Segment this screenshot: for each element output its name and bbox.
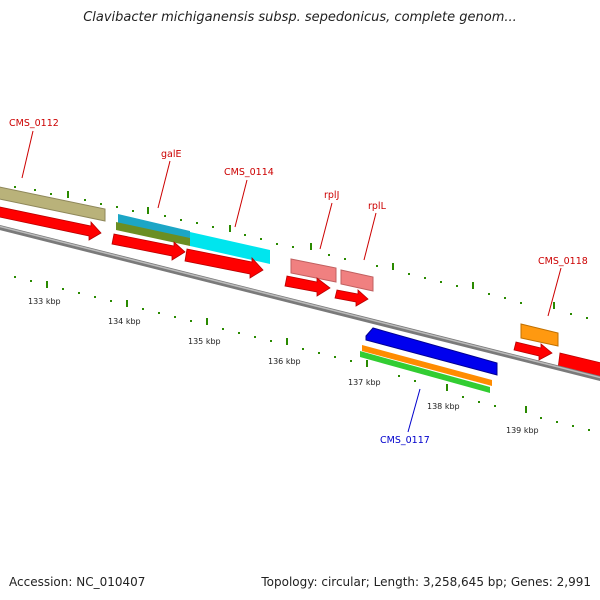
upper-gene-tracks[interactable]	[0, 185, 559, 347]
kbp-label: 134 kbp	[108, 317, 141, 326]
leader-lines	[21, 130, 562, 433]
gene-block-cms0112	[0, 186, 106, 222]
kbp-labels: 133 kbp 134 kbp 135 kbp 136 kbp 137 kbp …	[28, 297, 539, 435]
gene-block-gale-olive	[116, 222, 190, 246]
gene-block-blue	[365, 327, 498, 376]
kbp-label: 135 kbp	[188, 337, 221, 346]
gene-block-cms0117-green	[360, 351, 490, 393]
kbp-label: 137 kbp	[348, 378, 381, 387]
gene-label-cms0118: CMS_0118	[538, 256, 588, 267]
arrow-2	[111, 233, 186, 261]
arrow-6	[513, 341, 553, 361]
kbp-label: 139 kbp	[506, 426, 539, 435]
arrow-1	[0, 206, 102, 241]
gene-block-cms0114	[190, 232, 270, 264]
upper-tick-row	[14, 186, 588, 319]
arrow-7	[557, 352, 600, 380]
gene-label-rplj: rplJ	[324, 190, 339, 201]
gene-block-rpll	[340, 269, 374, 292]
lower-major-ticks	[46, 281, 527, 413]
accession-text: Accession: NC_010407	[9, 575, 146, 589]
gene-labels: CMS_0112 galE CMS_0114 rplJ rplL CMS_011…	[9, 118, 588, 446]
gene-label-gale: galE	[161, 149, 182, 160]
kbp-label: 138 kbp	[427, 402, 460, 411]
arrow-3	[184, 248, 264, 279]
gene-block-rplj	[290, 258, 337, 283]
reverse-gene-tracks[interactable]	[360, 327, 498, 393]
lower-tick-row	[14, 276, 590, 431]
arrow-4	[284, 275, 331, 297]
gene-label-rpll: rplL	[368, 201, 387, 212]
kbp-label: 136 kbp	[268, 357, 301, 366]
genome-backbone	[0, 224, 600, 382]
gene-label-cms0112: CMS_0112	[9, 118, 59, 129]
gene-block-cms0117-orange	[362, 345, 492, 386]
topology-summary: Topology: circular; Length: 3,258,645 bp…	[261, 575, 591, 589]
map-title: Clavibacter michiganensis subsp. sepedon…	[83, 10, 517, 25]
gene-label-cms0117: CMS_0117	[380, 435, 430, 446]
backbone-highlight	[0, 225, 600, 379]
kbp-label: 133 kbp	[28, 297, 61, 306]
arrow-5	[334, 289, 369, 307]
upper-major-ticks	[67, 191, 555, 309]
forward-arrows[interactable]	[0, 205, 600, 381]
gene-label-cms0114: CMS_0114	[224, 167, 274, 178]
gene-block-cms0118	[520, 323, 559, 347]
